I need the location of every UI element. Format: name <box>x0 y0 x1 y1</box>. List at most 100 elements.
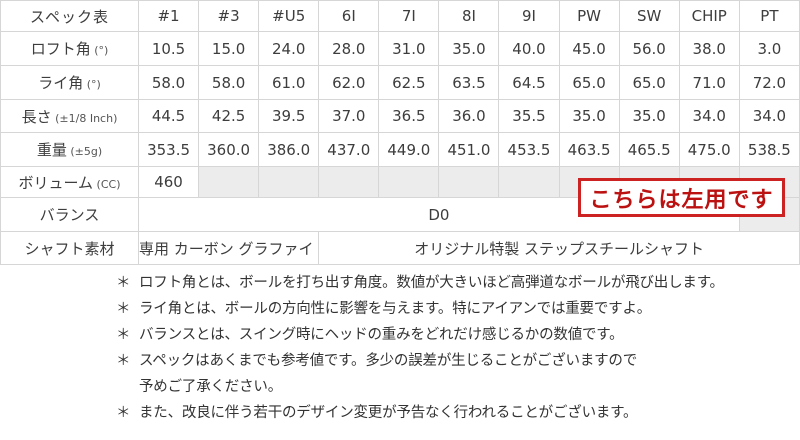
column-header-sw: SW <box>618 0 680 32</box>
spec-table: スペック表 #1 #3 #U5 6I 7I 8I 9I PW SW CHIP PT ロフト角 (°) 10… <box>0 0 800 265</box>
spec-cell: 15.0 <box>198 31 260 66</box>
row-label-text: 長さ <box>21 107 52 126</box>
spec-cell: 63.5 <box>438 65 500 100</box>
row-label: バランス <box>0 197 139 232</box>
empty-cell <box>258 166 320 198</box>
spec-cell: 44.5 <box>137 99 200 133</box>
spec-cell: 449.0 <box>378 132 440 167</box>
row-label-text: ライ角 <box>38 74 84 92</box>
shaft-row: シャフト素材 専用 カーボン グラファイト オリジナル特製 ステップスチールシャフト <box>0 231 800 265</box>
empty-cell <box>498 166 560 198</box>
row-label: ボリューム (CC) <box>0 166 139 198</box>
asterisk-marker: ＊ <box>116 327 131 343</box>
row-label-text: シャフト素材 <box>24 239 115 258</box>
spec-cell: 453.5 <box>498 132 560 167</box>
footnote-item: ＊ バランスとは、スイング時にヘッドの重みをどれだけ感じるかの数値です。 <box>114 322 800 348</box>
asterisk-marker: ＊ <box>116 405 131 421</box>
spec-cell: 451.0 <box>438 132 500 167</box>
row-label-unit: (±1/8 Inch) <box>51 111 118 125</box>
spec-cell: 3.0 <box>738 31 800 66</box>
spec-cell: 28.0 <box>318 31 380 66</box>
spec-cell: 24.0 <box>258 31 320 66</box>
spec-cell: 37.0 <box>318 99 380 133</box>
column-header-#u5: #U5 <box>258 0 320 32</box>
spec-cell: 34.0 <box>678 99 740 133</box>
spec-cell: 61.0 <box>258 65 320 100</box>
footnote-line: 予めご了承ください。 <box>139 379 282 395</box>
spec-cell: 39.5 <box>258 99 320 133</box>
spec-cell: 36.5 <box>378 99 440 133</box>
spec-cell: 64.5 <box>498 65 560 100</box>
asterisk-marker: ＊ <box>116 353 131 369</box>
column-header-chip: CHIP <box>678 0 740 32</box>
spec-cell: 45.0 <box>558 31 620 66</box>
row-label-unit: (°) <box>90 44 109 57</box>
spec-cell: 31.0 <box>378 31 440 66</box>
footnote-line: スペックはあくまでも参考値です。多少の誤差が生じることがございますので <box>139 353 638 369</box>
left-handed-badge: こちらは左用です <box>578 178 785 217</box>
spec-cell: 538.5 <box>738 132 800 167</box>
footnote-line: ロフト角とは、ボールを打ち出す角度。数値が大きいほど高弾道なボールが飛び出します… <box>139 275 724 291</box>
footnote-item: ＊ ロフト角とは、ボールを打ち出す角度。数値が大きいほど高弾道なボールが飛び出しま… <box>114 270 800 296</box>
row-label-text: バランス <box>39 206 100 224</box>
table-title: スペック表 <box>0 0 139 32</box>
row-label-unit: (CC) <box>93 177 121 191</box>
spec-cell: 35.0 <box>618 99 680 133</box>
footnote-item: ＊ スペックはあくまでも参考値です。多少の誤差が生じることがございますので 予めご了… <box>114 348 800 400</box>
column-header-7i: 7I <box>378 0 440 32</box>
spec-cell: 35.0 <box>558 99 620 133</box>
spec-cell: 62.5 <box>378 65 440 100</box>
spec-cell: 62.0 <box>318 65 380 100</box>
column-header-9i: 9I <box>498 0 560 32</box>
row-label: 重量 (±5g) <box>0 132 139 167</box>
spec-cell: 58.0 <box>137 65 200 100</box>
footnote-item: ＊ ライ角とは、ボールの方向性に影響を与えます。特にアイアンでは重要ですよ。 <box>114 296 800 322</box>
header-row: スペック表 #1 #3 #U5 6I 7I 8I 9I PW SW CHIP PT <box>0 0 800 32</box>
row-label: 長さ (±1/8 Inch) <box>0 99 139 133</box>
spec-cell: 465.5 <box>618 132 680 167</box>
spec-cell: 36.0 <box>438 99 500 133</box>
spec-table-body: スペック表 #1 #3 #U5 6I 7I 8I 9I PW SW CHIP PT ロフト角 (°) 10… <box>0 0 800 265</box>
spec-cell: 56.0 <box>618 31 680 66</box>
row-label: シャフト素材 <box>0 231 139 265</box>
footnote-item: ＊ また、改良に伴う若干のデザイン変更が予告なく行われることがございます。 <box>114 400 800 426</box>
spec-cell: 10.5 <box>137 31 200 66</box>
column-header-#1: #1 <box>137 0 200 32</box>
spec-cell: 72.0 <box>738 65 800 100</box>
row-label-text: 重量 <box>36 141 67 159</box>
shaft-material-cell: オリジナル特製 ステップスチールシャフト <box>318 231 800 265</box>
spec-cell: 360.0 <box>198 132 260 167</box>
spec-cell: 71.0 <box>678 65 740 100</box>
spec-cell: 58.0 <box>198 65 260 100</box>
spec-cell: 386.0 <box>258 132 320 167</box>
footnotes-list: ＊ ロフト角とは、ボールを打ち出す角度。数値が大きいほど高弾道なボールが飛び出しま… <box>114 270 800 426</box>
volume-value-cell: 460 <box>137 166 200 198</box>
spec-cell: 463.5 <box>558 132 620 167</box>
empty-cell <box>438 166 500 198</box>
spec-cell: 34.0 <box>738 99 800 133</box>
asterisk-marker: ＊ <box>116 301 131 317</box>
column-header-pt: PT <box>738 0 800 32</box>
spec-cell: 40.0 <box>498 31 560 66</box>
column-header-6i: 6I <box>318 0 380 32</box>
row-label-unit: (±5g) <box>66 145 103 158</box>
row-label: ライ角 (°) <box>0 65 139 100</box>
spec-cell: 35.0 <box>438 31 500 66</box>
spec-row: ライ角 (°) 58.0 58.0 61.0 62.0 62.5 63.5 64.5 65.0 6… <box>0 65 800 100</box>
column-header-#3: #3 <box>198 0 260 32</box>
asterisk-marker: ＊ <box>116 275 131 291</box>
footnote-line: バランスとは、スイング時にヘッドの重みをどれだけ感じるかの数値です。 <box>139 327 624 343</box>
spec-row: 長さ (±1/8 Inch) 44.5 42.5 39.5 37.0 36.5 36.0 35… <box>0 99 800 133</box>
footnote-line: また、改良に伴う若干のデザイン変更が予告なく行われることがございます。 <box>139 405 638 421</box>
spec-cell: 38.0 <box>678 31 740 66</box>
spec-row: 重量 (±5g) 353.5 360.0 386.0 437.0 449.0 451.0 45… <box>0 132 800 167</box>
empty-cell <box>318 166 380 198</box>
spec-row: ロフト角 (°) 10.5 15.0 24.0 28.0 31.0 35.0 40.0 45.0… <box>0 31 800 66</box>
spec-cell: 65.0 <box>618 65 680 100</box>
footnote-line: ライ角とは、ボールの方向性に影響を与えます。特にアイアンでは重要ですよ。 <box>139 301 652 317</box>
spec-cell: 42.5 <box>198 99 260 133</box>
spec-cell: 65.0 <box>558 65 620 100</box>
spec-cell: 437.0 <box>318 132 380 167</box>
empty-cell <box>378 166 440 198</box>
